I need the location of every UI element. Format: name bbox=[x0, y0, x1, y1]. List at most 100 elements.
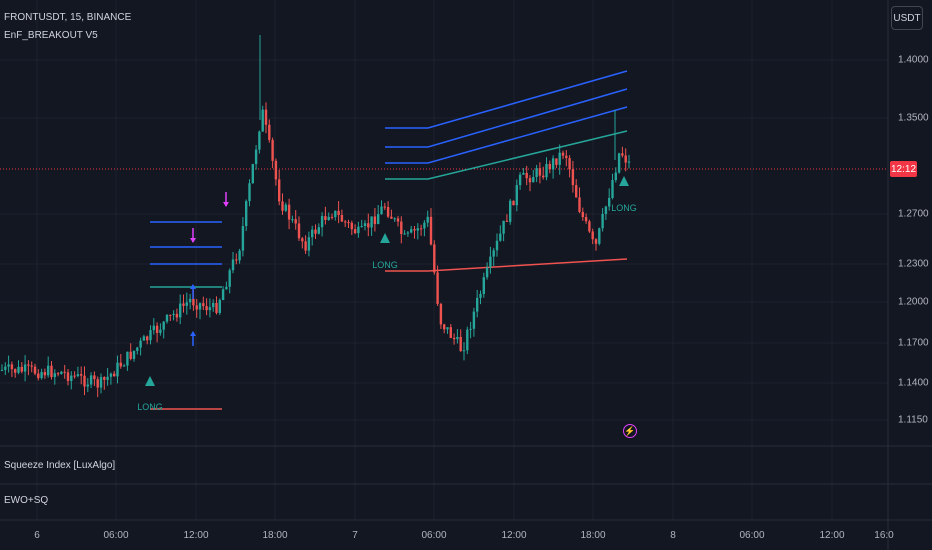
candle-body bbox=[291, 219, 294, 221]
long-signal-label: LONG bbox=[372, 260, 398, 270]
candle-body bbox=[228, 270, 231, 287]
candle-body bbox=[304, 241, 307, 251]
indicator-legend[interactable]: EnF_BREAKOUT V5 bbox=[4, 30, 98, 41]
candle-body bbox=[528, 178, 532, 183]
candle-body bbox=[10, 364, 14, 370]
candle-body bbox=[47, 365, 50, 376]
candle-body bbox=[390, 216, 393, 219]
candle-body bbox=[370, 216, 373, 228]
symbol-legend[interactable]: FRONTUSDT, 15, BINANCE bbox=[4, 12, 132, 23]
candle-body bbox=[426, 216, 429, 223]
price-tick: 1.1400 bbox=[898, 377, 929, 389]
candle-body bbox=[383, 206, 386, 208]
candle-body bbox=[30, 365, 33, 367]
candle-body bbox=[482, 277, 485, 294]
signal-arrow-head bbox=[190, 284, 196, 289]
candle-body bbox=[146, 336, 149, 341]
ewo-pane-label[interactable]: EWO+SQ bbox=[4, 495, 49, 506]
candle-body bbox=[20, 366, 23, 372]
candle-body bbox=[360, 226, 363, 228]
candle-body bbox=[545, 163, 548, 178]
candle-body bbox=[568, 158, 571, 170]
candle-body bbox=[195, 305, 198, 310]
currency-unit-button[interactable]: USDT bbox=[891, 6, 923, 30]
candle-body bbox=[245, 201, 248, 227]
candle-body bbox=[0, 369, 4, 371]
candle-body bbox=[86, 384, 89, 387]
candle-body bbox=[584, 217, 588, 222]
candle-body bbox=[340, 215, 344, 222]
candle-body bbox=[258, 131, 261, 150]
candle-body bbox=[518, 174, 522, 186]
candle-body bbox=[443, 324, 446, 330]
candle-body bbox=[202, 303, 205, 307]
candle-body bbox=[271, 139, 274, 161]
candle-body bbox=[103, 377, 106, 380]
candle-body bbox=[73, 375, 76, 377]
candle-body bbox=[565, 155, 568, 159]
price-tick: 1.1150 bbox=[898, 414, 928, 426]
candle-body bbox=[198, 303, 202, 310]
candle-body bbox=[122, 365, 126, 367]
candle-body bbox=[492, 250, 495, 257]
candle-body bbox=[152, 325, 155, 331]
lightning-icon[interactable]: ⚡ bbox=[623, 424, 637, 438]
candle-body bbox=[264, 109, 268, 125]
candle-body bbox=[459, 336, 462, 352]
candle-body bbox=[23, 364, 27, 372]
candle-body bbox=[429, 216, 433, 245]
candle-body bbox=[106, 376, 109, 380]
candle-body bbox=[155, 325, 159, 333]
candle-body bbox=[578, 197, 581, 213]
time-tick: 16:0 bbox=[874, 530, 894, 541]
price-tick: 1.2000 bbox=[898, 296, 929, 308]
candle-body bbox=[132, 350, 136, 359]
squeeze-pane-label[interactable]: Squeeze Index [LuxAlgo] bbox=[4, 460, 116, 471]
candle-body bbox=[542, 175, 545, 178]
candle-body bbox=[185, 302, 188, 306]
candle-body bbox=[7, 364, 10, 367]
candle-body bbox=[334, 210, 337, 218]
candle-body bbox=[83, 375, 86, 387]
last-price-countdown: 12:12 bbox=[890, 161, 917, 177]
candle-body bbox=[208, 307, 212, 311]
candle-body bbox=[40, 372, 43, 379]
candle-body bbox=[611, 180, 614, 198]
candle-body bbox=[456, 336, 459, 340]
candle-body bbox=[241, 226, 245, 251]
candle-body bbox=[469, 328, 472, 330]
time-tick: 6 bbox=[34, 530, 40, 541]
candle-body bbox=[205, 306, 208, 311]
candle-body bbox=[522, 172, 525, 175]
candle-body bbox=[80, 374, 83, 376]
candle-body bbox=[4, 366, 7, 370]
time-tick: 06:00 bbox=[103, 530, 129, 541]
long-signal-triangle bbox=[619, 176, 629, 186]
stop-level-line bbox=[385, 258, 628, 272]
candle-body bbox=[476, 297, 479, 312]
candle-body bbox=[594, 239, 598, 244]
candle-body bbox=[317, 227, 320, 234]
time-tick: 12:00 bbox=[819, 530, 845, 541]
candle-body bbox=[627, 161, 631, 163]
candle-body bbox=[14, 369, 17, 373]
time-tick: 8 bbox=[670, 530, 676, 541]
signal-arrow-head bbox=[190, 238, 196, 243]
candle-body bbox=[324, 216, 327, 220]
candle-body bbox=[614, 172, 617, 181]
candle-body bbox=[129, 351, 132, 359]
candle-body bbox=[423, 222, 426, 229]
candle-body bbox=[159, 329, 162, 333]
candle-body bbox=[278, 179, 281, 202]
candle-body bbox=[248, 183, 251, 202]
candle-body bbox=[192, 298, 195, 306]
candle-body bbox=[251, 164, 254, 184]
candle-body bbox=[380, 206, 383, 215]
candle-body bbox=[225, 286, 228, 290]
candle-body bbox=[274, 160, 278, 180]
candle-body bbox=[581, 212, 584, 218]
candle-body bbox=[327, 216, 330, 220]
candle-body bbox=[99, 377, 103, 388]
time-tick: 06:00 bbox=[421, 530, 447, 541]
